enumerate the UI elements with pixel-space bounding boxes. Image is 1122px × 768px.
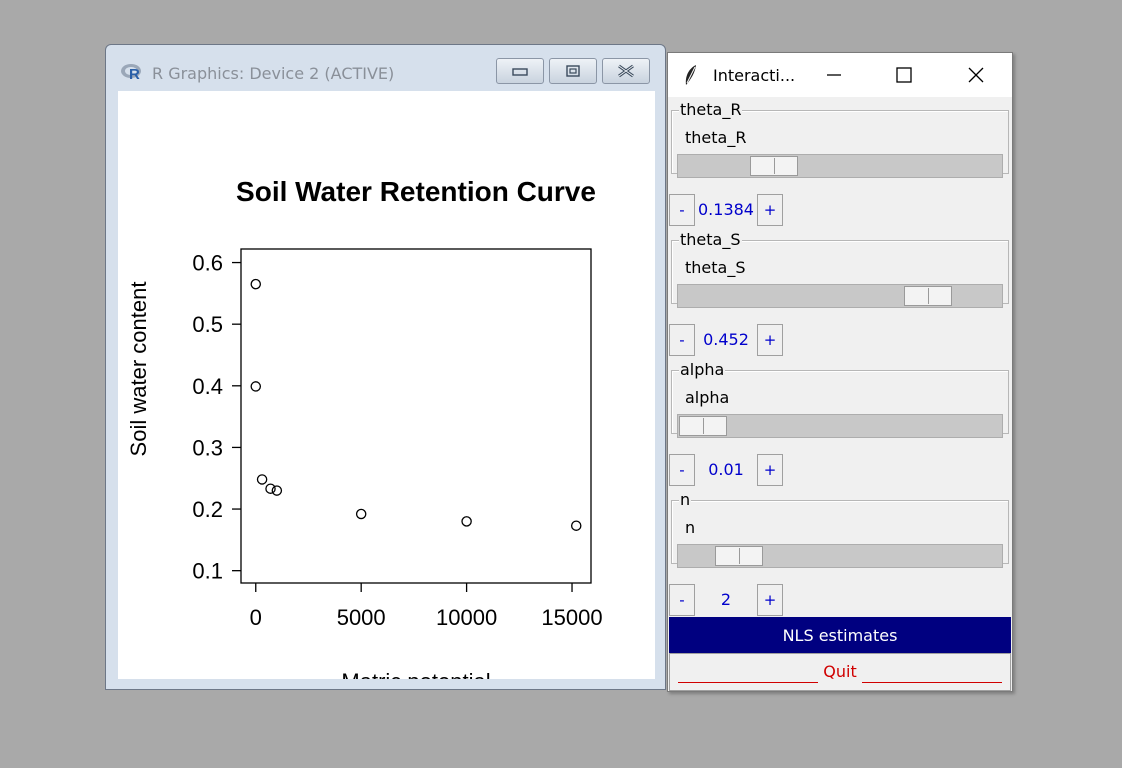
param-stepper-3: - 2 + — [669, 584, 1009, 618]
r-logo-icon: R — [121, 64, 141, 82]
decrement-button[interactable]: - — [669, 454, 695, 486]
param-slider-label: n — [685, 518, 696, 537]
param-stepper-2: -0.01 + — [669, 454, 1009, 488]
close-icon — [968, 67, 984, 83]
data-point — [355, 508, 367, 520]
interactive-window: Interacti... theta_R theta_R -0.1384 + theta… — [667, 52, 1013, 692]
scatter-plot: Soil Water Retention Curve Matric potent… — [126, 176, 603, 694]
x-tick-label: 15000 — [541, 605, 602, 630]
r-graphics-title: R Graphics: Device 2 (ACTIVE) — [152, 64, 395, 83]
param-group-label: theta_R — [679, 100, 743, 119]
r-graphics-titlebar[interactable]: R R Graphics: Device 2 (ACTIVE) — [106, 45, 665, 91]
decrement-button[interactable]: - — [669, 194, 695, 226]
param-group-label: alpha — [679, 360, 726, 379]
param-slider-thumb[interactable] — [679, 416, 727, 436]
param-slider-track[interactable] — [677, 544, 1003, 568]
minimize-icon — [827, 74, 841, 76]
param-slider-label: theta_R — [685, 128, 747, 147]
plot-box — [240, 248, 592, 584]
minimize-button[interactable] — [496, 58, 544, 84]
y-tick-label: 0.3 — [192, 435, 223, 460]
data-point — [250, 381, 262, 392]
param-value: 0.1384 — [698, 200, 754, 219]
param-slider-thumb[interactable] — [714, 546, 763, 566]
nls-estimates-button[interactable]: NLS estimates — [669, 617, 1011, 653]
y-tick-label: 0.2 — [192, 497, 223, 522]
data-point — [271, 485, 283, 496]
param-stepper-0: -0.1384 + — [669, 194, 1009, 228]
y-tick-label: 0.6 — [192, 251, 223, 276]
plot-axes: 0 5000 10000 15000 0.1 0.2 0.3 0.4 0.5 0.6 — [192, 248, 603, 630]
chart-title: Soil Water Retention Curve — [236, 176, 596, 207]
decrement-button[interactable]: - — [669, 324, 695, 356]
param-slider-track[interactable] — [677, 154, 1003, 178]
x-tick-label: 0 — [250, 605, 262, 630]
maximize-button[interactable] — [884, 61, 924, 89]
param-group-label: theta_S — [679, 230, 742, 249]
param-value: 2 — [720, 590, 732, 609]
increment-button[interactable]: + — [757, 454, 783, 486]
interactive-title: Interacti... — [713, 66, 796, 85]
y-tick-label: 0.4 — [192, 374, 223, 399]
quit-underline-left — [678, 682, 818, 683]
maximize-icon — [896, 67, 912, 83]
x-tick-label: 5000 — [337, 605, 386, 630]
increment-button[interactable]: + — [757, 584, 783, 616]
data-point — [265, 483, 276, 494]
quit-label: Quit — [823, 662, 857, 681]
feather-icon — [685, 65, 696, 85]
data-points — [250, 278, 582, 531]
x-tick-label: 10000 — [436, 605, 497, 630]
restore-button[interactable] — [549, 58, 597, 84]
close-button[interactable] — [956, 61, 996, 89]
quit-button[interactable]: Quit — [669, 653, 1011, 691]
param-group-1: theta_S theta_S — [671, 228, 1009, 308]
y-axis-label: Soil water content — [126, 282, 151, 457]
param-slider-thumb[interactable] — [903, 286, 952, 306]
increment-button[interactable]: + — [757, 194, 783, 226]
param-slider-track[interactable] — [677, 414, 1003, 438]
data-point — [461, 516, 472, 527]
interactive-titlebar[interactable]: Interacti... — [668, 53, 1012, 97]
plot-canvas: Soil Water Retention Curve Matric potent… — [118, 91, 655, 694]
y-tick-label: 0.1 — [192, 559, 223, 584]
y-tick-label: 0.5 — [192, 312, 223, 337]
param-group-label: n — [679, 490, 692, 509]
data-point — [250, 278, 262, 290]
r-graphics-window: R R Graphics: Device 2 (ACTIVE) Soil Wat… — [105, 44, 666, 694]
minimize-button[interactable] — [814, 61, 854, 89]
increment-button[interactable]: + — [757, 324, 783, 356]
minimize-icon — [512, 68, 528, 76]
quit-underline-right — [862, 682, 1002, 683]
data-point — [570, 520, 582, 531]
param-value: 0.452 — [703, 330, 749, 349]
param-stepper-1: -0.452 + — [669, 324, 1009, 358]
decrement-button[interactable]: - — [669, 584, 695, 616]
svg-text:R: R — [129, 66, 140, 82]
param-slider-thumb[interactable] — [750, 156, 799, 176]
data-point — [256, 474, 268, 485]
param-slider-track[interactable] — [677, 284, 1003, 308]
close-button[interactable] — [602, 58, 650, 84]
param-slider-label: theta_S — [685, 258, 746, 277]
param-group-0: theta_R theta_R — [671, 98, 1009, 178]
param-value: 0.01 — [708, 460, 744, 479]
param-slider-label: alpha — [685, 388, 730, 407]
param-group-2: alpha alpha — [671, 358, 1009, 438]
x-axis-label: Matric potential — [341, 669, 490, 679]
restore-icon — [566, 65, 580, 77]
close-icon — [618, 64, 634, 78]
